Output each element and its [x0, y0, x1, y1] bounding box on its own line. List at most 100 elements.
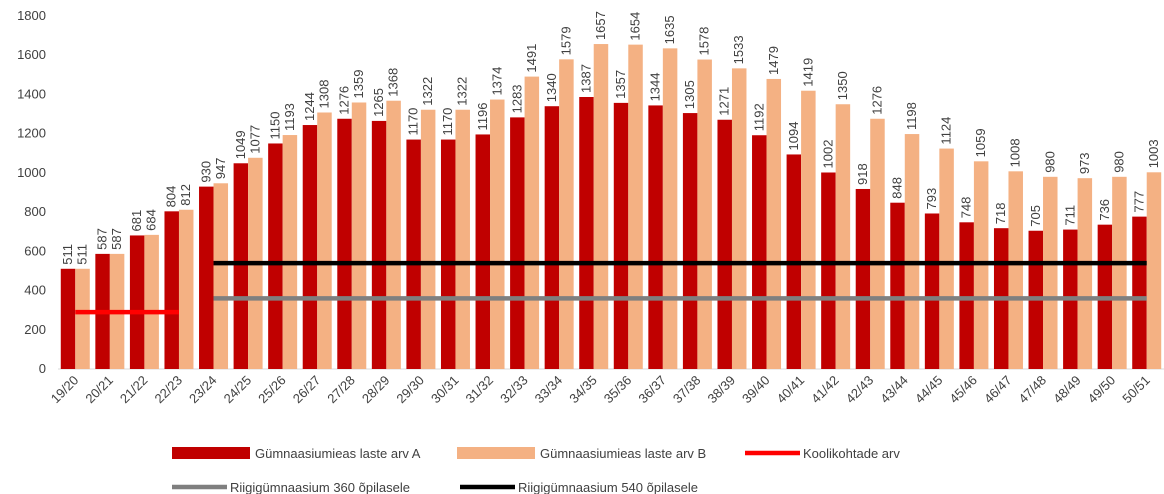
data-label: 1276 — [337, 86, 352, 115]
bar — [178, 209, 194, 369]
bar — [731, 68, 747, 369]
data-label: 1322 — [420, 77, 435, 106]
x-tick-label: 33/34 — [532, 373, 566, 407]
bar — [613, 102, 629, 369]
bar — [386, 100, 401, 369]
bar — [337, 118, 352, 369]
bar — [559, 59, 574, 370]
data-label: 1003 — [1146, 139, 1161, 168]
data-label: 1193 — [282, 103, 297, 131]
x-tick-label: 43/44 — [877, 373, 911, 407]
data-label: 1491 — [524, 44, 539, 73]
data-label: 1635 — [662, 15, 677, 44]
data-label: 1150 — [267, 112, 282, 140]
bar — [1112, 176, 1127, 369]
x-tick-label: 19/20 — [48, 373, 82, 407]
y-tick-label: 200 — [24, 322, 46, 337]
y-tick-label: 600 — [24, 243, 46, 258]
data-label: 1368 — [386, 68, 401, 97]
data-label: 793 — [924, 188, 939, 210]
bar — [1043, 176, 1058, 369]
bar — [129, 235, 145, 369]
data-label: 1094 — [786, 122, 801, 151]
legend-label: Riigigümnaasium 360 õpilasele — [230, 480, 410, 494]
data-label: 1359 — [351, 70, 366, 99]
data-label: 1344 — [648, 73, 663, 102]
legend-label: Koolikohtade arv — [803, 446, 900, 461]
bar — [524, 76, 540, 370]
x-tick-label: 25/26 — [255, 373, 289, 407]
y-tick-label: 1000 — [17, 165, 46, 180]
bar — [1008, 171, 1023, 369]
bar — [351, 102, 367, 370]
x-tick-label: 46/47 — [981, 373, 1015, 407]
x-tick-label: 47/48 — [1016, 373, 1050, 407]
bar — [717, 119, 732, 370]
data-label: 1322 — [455, 77, 470, 106]
x-tick-label: 45/46 — [946, 373, 980, 407]
data-label: 1657 — [593, 11, 608, 40]
y-tick-label: 1200 — [17, 126, 46, 141]
bar — [302, 125, 318, 369]
data-label: 1002 — [820, 140, 835, 169]
data-label: 1654 — [628, 12, 643, 41]
bar — [510, 117, 525, 370]
data-label: 1419 — [800, 58, 815, 87]
x-tick-label: 39/40 — [739, 373, 773, 407]
x-tick-label: 40/41 — [774, 373, 808, 407]
data-label: 1387 — [578, 64, 593, 93]
data-label: 980 — [1111, 151, 1126, 173]
bar — [144, 234, 159, 369]
data-label: 748 — [959, 197, 974, 219]
bar — [75, 268, 90, 369]
data-label: 1008 — [1008, 138, 1023, 167]
y-tick-label: 0 — [39, 361, 46, 376]
data-label: 1170 — [440, 108, 455, 136]
x-tick-label: 41/42 — [808, 373, 842, 407]
bar — [579, 96, 594, 369]
data-label: 918 — [855, 163, 870, 185]
data-label: 1265 — [371, 88, 386, 117]
x-tick-label: 32/33 — [497, 373, 531, 407]
bar — [904, 134, 920, 369]
bar — [1132, 216, 1147, 369]
bar — [593, 44, 609, 370]
x-tick-label: 38/39 — [704, 373, 738, 407]
data-label: 681 — [129, 210, 144, 232]
legend-label: Gümnaasiumieas laste arv A — [255, 446, 421, 461]
bar — [1077, 178, 1093, 369]
data-label: 1192 — [751, 103, 766, 131]
bar — [752, 135, 767, 369]
legend-swatch — [457, 447, 535, 459]
bar — [490, 99, 505, 369]
bar — [939, 148, 954, 369]
x-tick-label: 50/51 — [1119, 373, 1153, 407]
y-tick-label: 1400 — [17, 86, 46, 101]
data-label: 587 — [109, 228, 124, 250]
data-label: 1374 — [489, 67, 504, 96]
data-label: 587 — [95, 228, 110, 250]
data-label: 1276 — [869, 86, 884, 115]
x-tick-label: 42/43 — [843, 373, 877, 407]
legend-label: Riigigümnaasium 540 õpilasele — [518, 480, 698, 494]
bar — [60, 268, 76, 369]
data-label: 1059 — [973, 128, 988, 157]
y-tick-label: 400 — [24, 283, 46, 298]
bar — [1146, 172, 1162, 369]
bar — [317, 112, 332, 369]
x-tick-label: 26/27 — [290, 373, 324, 407]
legend-label: Gümnaasiumieas laste arv B — [540, 446, 706, 461]
data-label: 1077 — [247, 125, 262, 154]
data-label: 848 — [890, 177, 905, 199]
x-tick-label: 30/31 — [428, 373, 462, 407]
data-label: 1579 — [558, 26, 573, 55]
data-label: 711 — [1062, 205, 1077, 226]
x-tick-label: 34/35 — [566, 373, 600, 407]
bar — [371, 120, 387, 370]
x-tick-label: 31/32 — [463, 373, 497, 407]
data-label: 1124 — [939, 117, 954, 145]
data-label: 1479 — [766, 46, 781, 75]
bar — [420, 109, 436, 369]
data-label: 1049 — [233, 130, 248, 159]
